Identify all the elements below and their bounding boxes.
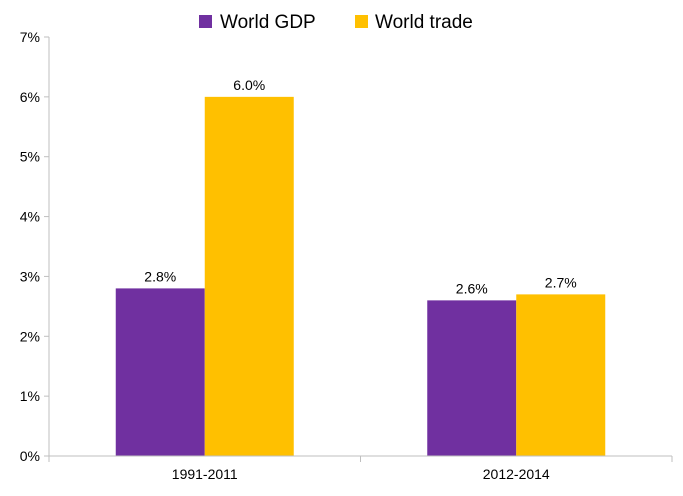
bars: 2.8% 6.0% 2.6% 2.7% <box>115 77 606 456</box>
x-category-label: 2012-2014 <box>483 466 550 482</box>
y-tick-label: 7% <box>20 29 40 45</box>
legend-label-world-trade: World trade <box>375 12 473 33</box>
legend: World GDP World trade <box>199 12 473 33</box>
bar-world-trade-1991-2011 <box>204 96 294 456</box>
y-tick-label: 1% <box>20 388 40 404</box>
legend-swatch-world-trade <box>355 15 368 28</box>
data-label-world-trade-2012-2014: 2.7% <box>545 274 577 290</box>
legend-label-world-gdp: World GDP <box>220 12 316 33</box>
y-tick-label: 6% <box>20 89 40 105</box>
bar-world-gdp-2012-2014 <box>427 300 517 456</box>
x-axis: 1991-2011 2012-2014 <box>48 455 673 482</box>
y-axis: 0% 1% 2% 3% 4% 5% 6% 7% <box>20 29 50 464</box>
y-tick-label: 3% <box>20 268 40 284</box>
y-tick-label: 5% <box>20 149 40 165</box>
y-tick-label: 2% <box>20 328 40 344</box>
data-label-world-gdp-2012-2014: 2.6% <box>456 280 488 296</box>
x-category-label: 1991-2011 <box>172 466 238 482</box>
legend-swatch-world-gdp <box>199 15 212 28</box>
data-label-world-gdp-1991-2011: 2.8% <box>144 268 176 284</box>
bar-world-gdp-1991-2011 <box>115 288 205 456</box>
data-label-world-trade-1991-2011: 6.0% <box>233 77 265 93</box>
bar-world-trade-2012-2014 <box>516 294 606 456</box>
y-tick-label: 0% <box>20 448 40 464</box>
y-tick-label: 4% <box>20 209 40 225</box>
